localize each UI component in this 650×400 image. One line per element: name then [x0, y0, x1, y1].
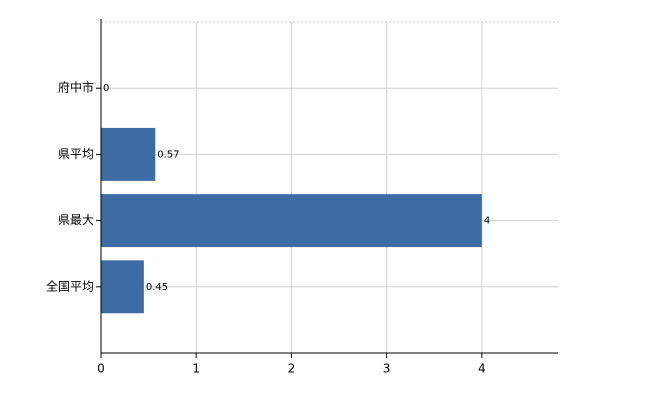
y-tick-label: 府中市 — [58, 80, 94, 95]
y-tick-label: 県平均 — [58, 147, 94, 161]
x-tick-label: 0 — [97, 362, 105, 376]
value-label: 4 — [484, 216, 490, 227]
x-tick-label: 3 — [383, 362, 391, 376]
x-tick-label: 2 — [288, 362, 296, 376]
value-label: 0.45 — [146, 282, 168, 293]
y-tick-label: 全国平均 — [46, 278, 94, 293]
bar — [101, 127, 156, 181]
x-tick-label: 1 — [192, 362, 200, 376]
value-label: 0 — [103, 83, 109, 94]
bar — [101, 194, 482, 248]
y-tick-label: 県最大 — [58, 213, 94, 227]
x-tick-label: 4 — [478, 362, 486, 376]
bar — [101, 260, 144, 314]
value-label: 0.57 — [157, 149, 179, 160]
